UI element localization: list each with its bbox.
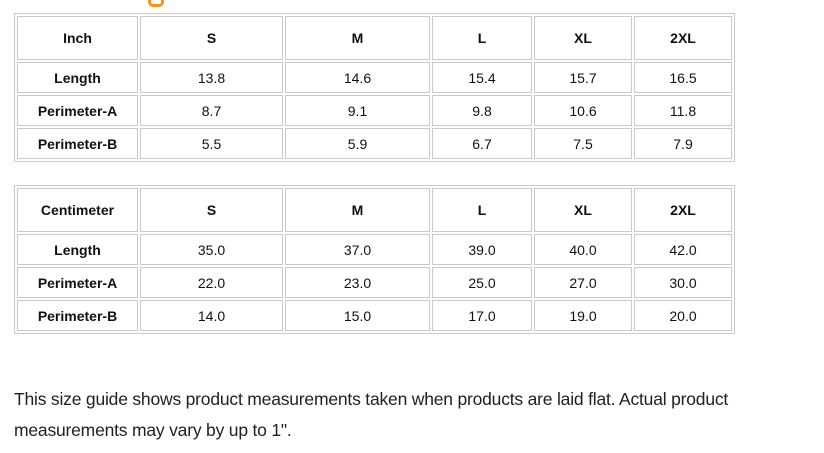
table-row-perimeter-a: Perimeter-A 8.7 9.1 9.8 10.6 11.8 [17, 95, 732, 126]
centimeter-size-table: Centimeter S M L XL 2XL Length 35.0 37.0… [14, 185, 735, 334]
note-line-1: This size guide shows product measuremen… [14, 389, 729, 409]
size-col-header-m: M [285, 16, 430, 60]
row-label: Length [17, 234, 138, 265]
row-label: Perimeter-A [17, 267, 138, 298]
table-cell: 5.5 [140, 128, 283, 159]
table-cell: 42.0 [634, 234, 732, 265]
table-row-length: Length 13.8 14.6 15.4 15.7 16.5 [17, 62, 732, 93]
row-label: Perimeter-B [17, 300, 138, 331]
size-col-header-2xl: 2XL [634, 16, 732, 60]
row-label: Perimeter-B [17, 128, 138, 159]
unit-header-inch: Inch [17, 16, 138, 60]
size-col-header-s: S [140, 188, 283, 232]
table-cell: 8.7 [140, 95, 283, 126]
size-col-header-l: L [432, 16, 532, 60]
table-cell: 7.9 [634, 128, 732, 159]
table-cell: 16.5 [634, 62, 732, 93]
row-label: Perimeter-A [17, 95, 138, 126]
size-col-header-xl: XL [534, 188, 632, 232]
table-cell: 19.0 [534, 300, 632, 331]
size-col-header-m: M [285, 188, 430, 232]
table-cell: 40.0 [534, 234, 632, 265]
table-cell: 7.5 [534, 128, 632, 159]
table-row-perimeter-b: Perimeter-B 5.5 5.9 6.7 7.5 7.9 [17, 128, 732, 159]
table-cell: 10.6 [534, 95, 632, 126]
size-col-header-xl: XL [534, 16, 632, 60]
table-row-perimeter-b: Perimeter-B 14.0 15.0 17.0 19.0 20.0 [17, 300, 732, 331]
table-cell: 25.0 [432, 267, 532, 298]
table-cell: 15.4 [432, 62, 532, 93]
cropped-heading-glyph-icon [148, 0, 164, 7]
inch-size-table: Inch S M L XL 2XL Length 13.8 14.6 15.4 … [14, 13, 735, 162]
inch-header-row: Inch S M L XL 2XL [17, 16, 732, 60]
table-cell: 5.9 [285, 128, 430, 159]
centimeter-header-row: Centimeter S M L XL 2XL [17, 188, 732, 232]
unit-header-centimeter: Centimeter [17, 188, 138, 232]
table-cell: 39.0 [432, 234, 532, 265]
table-cell: 15.7 [534, 62, 632, 93]
table-cell: 22.0 [140, 267, 283, 298]
size-col-header-2xl: 2XL [634, 188, 732, 232]
table-cell: 37.0 [285, 234, 430, 265]
table-cell: 35.0 [140, 234, 283, 265]
table-cell: 11.8 [634, 95, 732, 126]
size-guide-note: This size guide shows product measuremen… [14, 384, 810, 446]
table-cell: 23.0 [285, 267, 430, 298]
note-line-2: measurements may vary by up to 1". [14, 420, 292, 440]
table-cell: 17.0 [432, 300, 532, 331]
size-col-header-s: S [140, 16, 283, 60]
table-cell: 6.7 [432, 128, 532, 159]
table-cell: 20.0 [634, 300, 732, 331]
size-col-header-l: L [432, 188, 532, 232]
table-cell: 9.1 [285, 95, 430, 126]
table-cell: 30.0 [634, 267, 732, 298]
table-row-perimeter-a: Perimeter-A 22.0 23.0 25.0 27.0 30.0 [17, 267, 732, 298]
table-cell: 14.6 [285, 62, 430, 93]
table-cell: 13.8 [140, 62, 283, 93]
table-cell: 14.0 [140, 300, 283, 331]
table-row-length: Length 35.0 37.0 39.0 40.0 42.0 [17, 234, 732, 265]
row-label: Length [17, 62, 138, 93]
table-cell: 9.8 [432, 95, 532, 126]
table-cell: 27.0 [534, 267, 632, 298]
table-cell: 15.0 [285, 300, 430, 331]
